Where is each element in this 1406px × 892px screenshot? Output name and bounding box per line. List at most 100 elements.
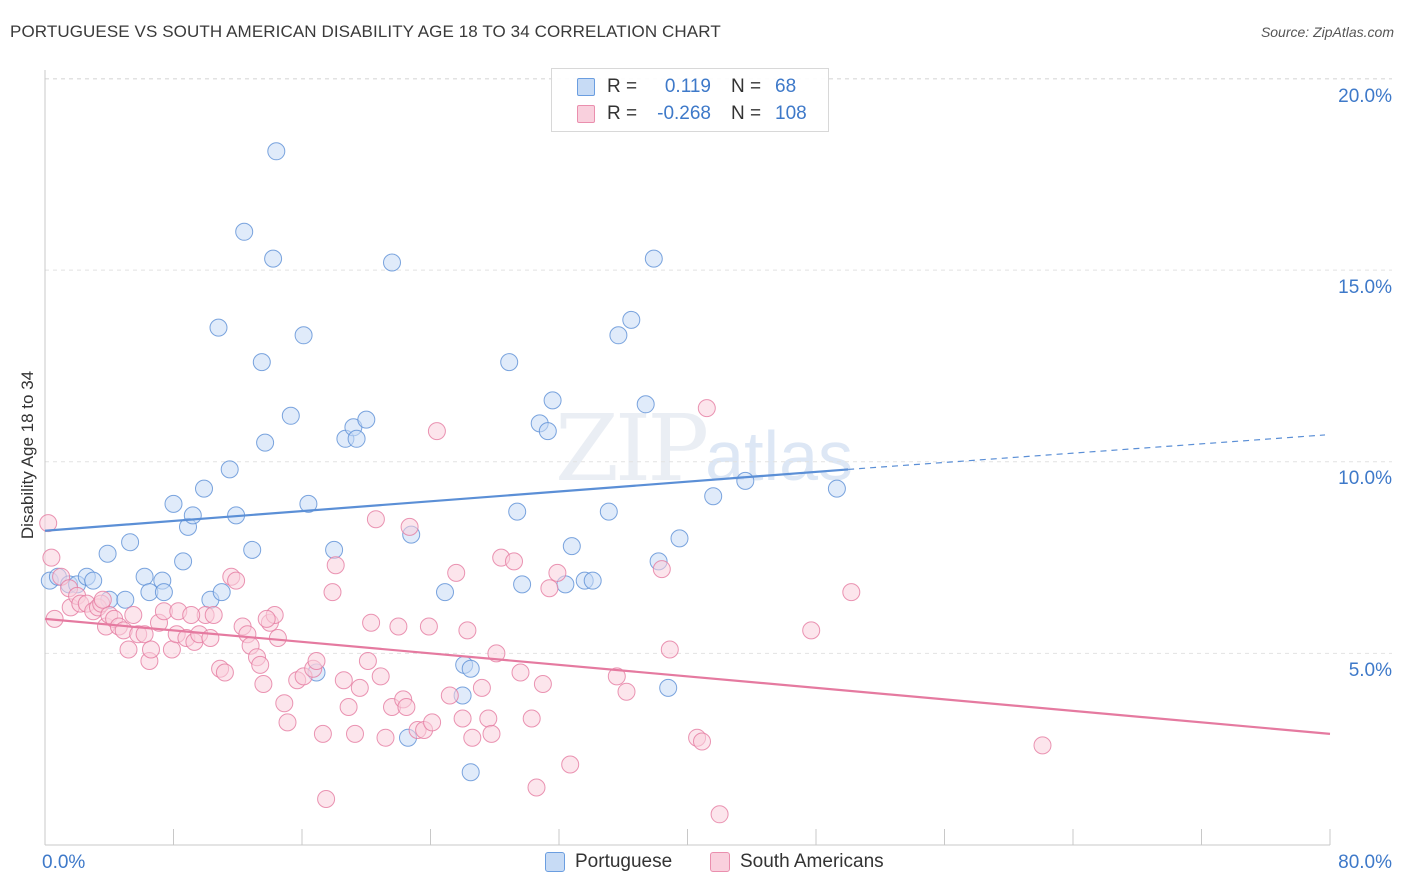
data-point [513,575,532,594]
data-point [389,617,408,636]
data-point [267,142,286,161]
data-point [256,433,275,452]
legend-swatch-portuguese [545,852,565,872]
chart-source: Source: ZipAtlas.com [1260,24,1394,40]
data-point [704,487,723,506]
data-point [533,675,552,693]
data-point [660,640,679,659]
legend-n-label: N = [731,103,762,124]
series-south-americans-points [39,399,1052,824]
data-point [235,222,254,241]
data-point [371,667,390,686]
legend-n-value: 108 [775,103,807,124]
legend-swatch-portuguese [577,78,595,96]
correlation-legend: R = 0.119 N = 68 R = -0.268 N = 108 [551,68,829,132]
data-point [254,675,273,693]
axes [44,70,1331,846]
data-point [252,353,271,372]
y-tick-label: 10.0% [1338,468,1392,489]
y-axis-label: Disability Age 18 to 34 [18,370,37,540]
data-point [299,494,318,513]
data-point [447,563,466,582]
data-point [358,652,377,670]
series-portuguese-points [40,142,846,782]
data-point [135,567,154,586]
data-point [339,698,358,716]
data-point [479,709,498,728]
legend-r-label: R = [607,76,638,97]
chart-title: PORTUGUESE VS SOUTH AMERICAN DISABILITY … [10,22,721,41]
data-point [659,678,678,697]
data-point [609,326,628,345]
data-point [326,556,345,575]
data-point [174,552,193,571]
data-point [154,583,173,602]
legend-swatch-south-americans [577,105,595,123]
data-point [294,326,313,345]
series-legend: Portuguese South Americans [0,851,1406,877]
x-tick-label-min: 0.0% [42,852,86,873]
data-point [511,663,530,682]
trend-line-portuguese [44,468,849,532]
data-point [323,583,342,602]
data-point [124,606,143,624]
data-point [508,502,527,521]
data-point [119,640,138,659]
data-point [482,724,501,743]
data-point [505,552,523,571]
data-point [463,728,482,747]
data-point [617,682,636,701]
data-point [39,514,58,533]
data-point [440,686,459,705]
data-point [268,629,287,647]
data-point [121,533,140,552]
data-point [281,406,300,425]
data-point [419,617,438,636]
watermark: ZIPatlas [555,395,853,502]
x-tick-label-max: 80.0% [1338,852,1392,873]
data-point [500,353,519,372]
data-point [842,583,861,602]
data-point [362,613,381,632]
watermark-atlas: atlas [705,417,854,495]
data-point [135,625,154,644]
legend-r-value: 0.119 [664,76,711,97]
data-point [307,652,326,670]
data-point [183,506,202,525]
y-tick-label: 15.0% [1338,277,1392,298]
data-point [652,560,671,579]
data-point [400,517,419,536]
series-legend-label: South Americans [740,851,884,872]
data-point [195,479,213,498]
data-point [540,579,559,598]
data-point [583,571,602,590]
data-point [383,253,401,272]
data-point [697,399,716,418]
data-point [599,502,618,521]
data-point [827,479,846,498]
data-point [453,709,472,728]
series-legend-south-americans[interactable]: South Americans [710,851,884,873]
data-point [257,609,276,628]
data-point [366,510,385,529]
data-point [458,621,477,640]
data-point [693,732,711,751]
data-point [142,640,160,659]
data-point [636,395,655,414]
gridlines [45,78,1392,654]
data-point [461,763,480,782]
legend-r-value: -0.268 [657,103,711,124]
data-point [334,671,353,690]
data-point [802,621,821,640]
data-point [227,571,246,590]
data-point [42,548,61,567]
data-point [84,571,103,590]
data-point [487,644,506,663]
data-point [461,659,480,678]
data-point [243,540,262,559]
data-point [397,698,416,716]
data-point [204,606,223,624]
data-point [538,422,557,441]
series-legend-portuguese[interactable]: Portuguese [545,851,672,873]
